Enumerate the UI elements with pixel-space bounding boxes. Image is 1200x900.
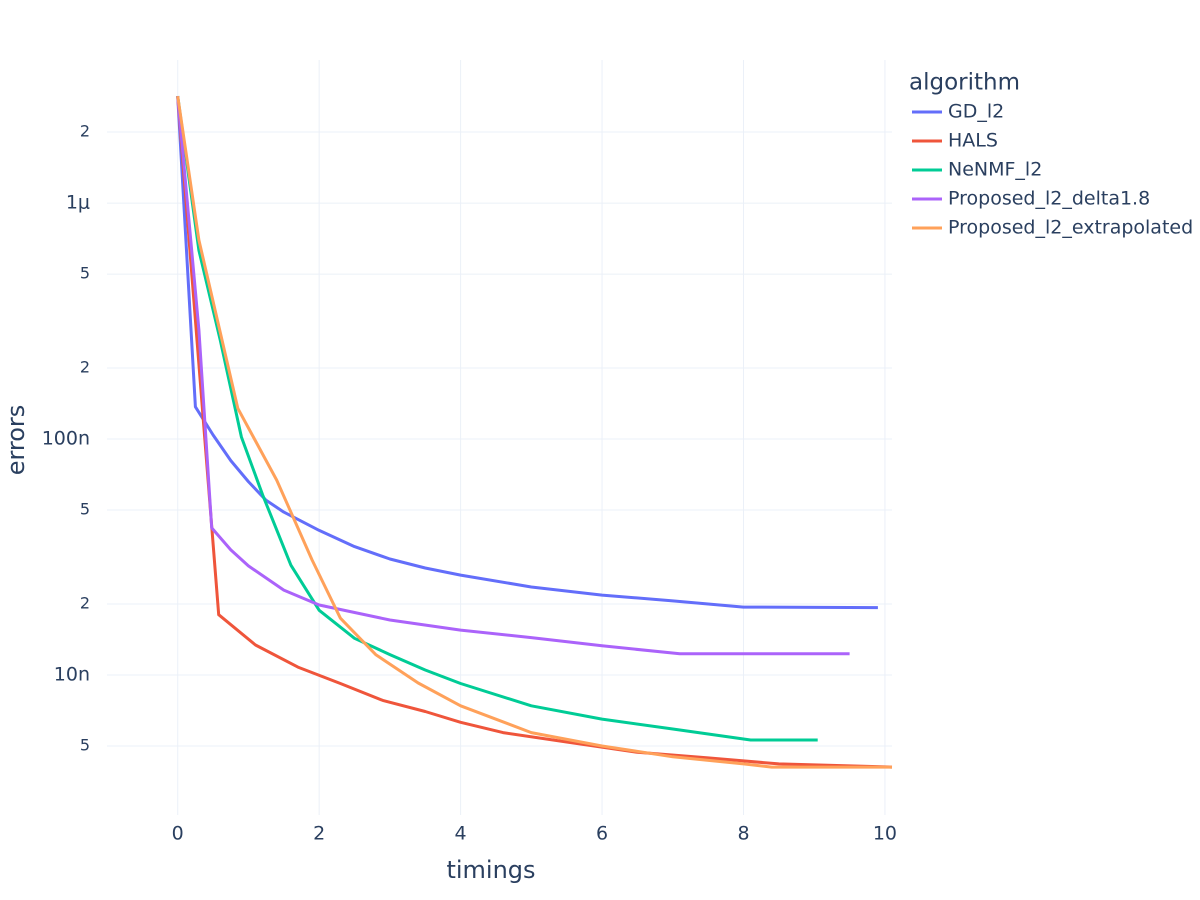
y-tick-label: 5 — [80, 736, 90, 755]
y-tick-label: 10n — [54, 663, 90, 685]
series-line — [176, 96, 878, 610]
y-tick-label: 100n — [42, 428, 90, 450]
grid — [107, 60, 892, 815]
y-tick-label: 2 — [80, 122, 90, 141]
series-line — [176, 95, 892, 769]
y-tick-label: 2 — [80, 593, 90, 612]
legend-title: algorithm — [909, 70, 1020, 96]
x-tick-label: 0 — [172, 823, 184, 845]
y-tick-label: 5 — [80, 500, 90, 519]
y-tick-label: 2 — [80, 357, 90, 376]
y-axis-title: errors — [2, 405, 30, 476]
x-tick-label: 6 — [596, 823, 608, 845]
y-tick-label: 5 — [80, 264, 90, 283]
x-tick-label: 2 — [313, 823, 325, 845]
legend-label: GD_l2 — [948, 101, 1004, 123]
x-tick-label: 8 — [737, 823, 749, 845]
plot-area — [176, 95, 893, 769]
series-line — [176, 95, 893, 769]
series-line — [176, 95, 818, 742]
x-tick-label: 4 — [455, 823, 467, 845]
x-tick-label: 10 — [873, 823, 897, 845]
legend-label: HALS — [948, 130, 998, 152]
legend-label: Proposed_l2_delta1.8 — [948, 188, 1150, 210]
legend-label: Proposed_l2_extrapolated — [948, 217, 1193, 239]
series-line — [176, 95, 850, 656]
legend-label: NeNMF_l2 — [948, 159, 1042, 181]
y-tick-label: 1μ — [66, 192, 90, 214]
x-axis-title: timings — [446, 856, 535, 884]
